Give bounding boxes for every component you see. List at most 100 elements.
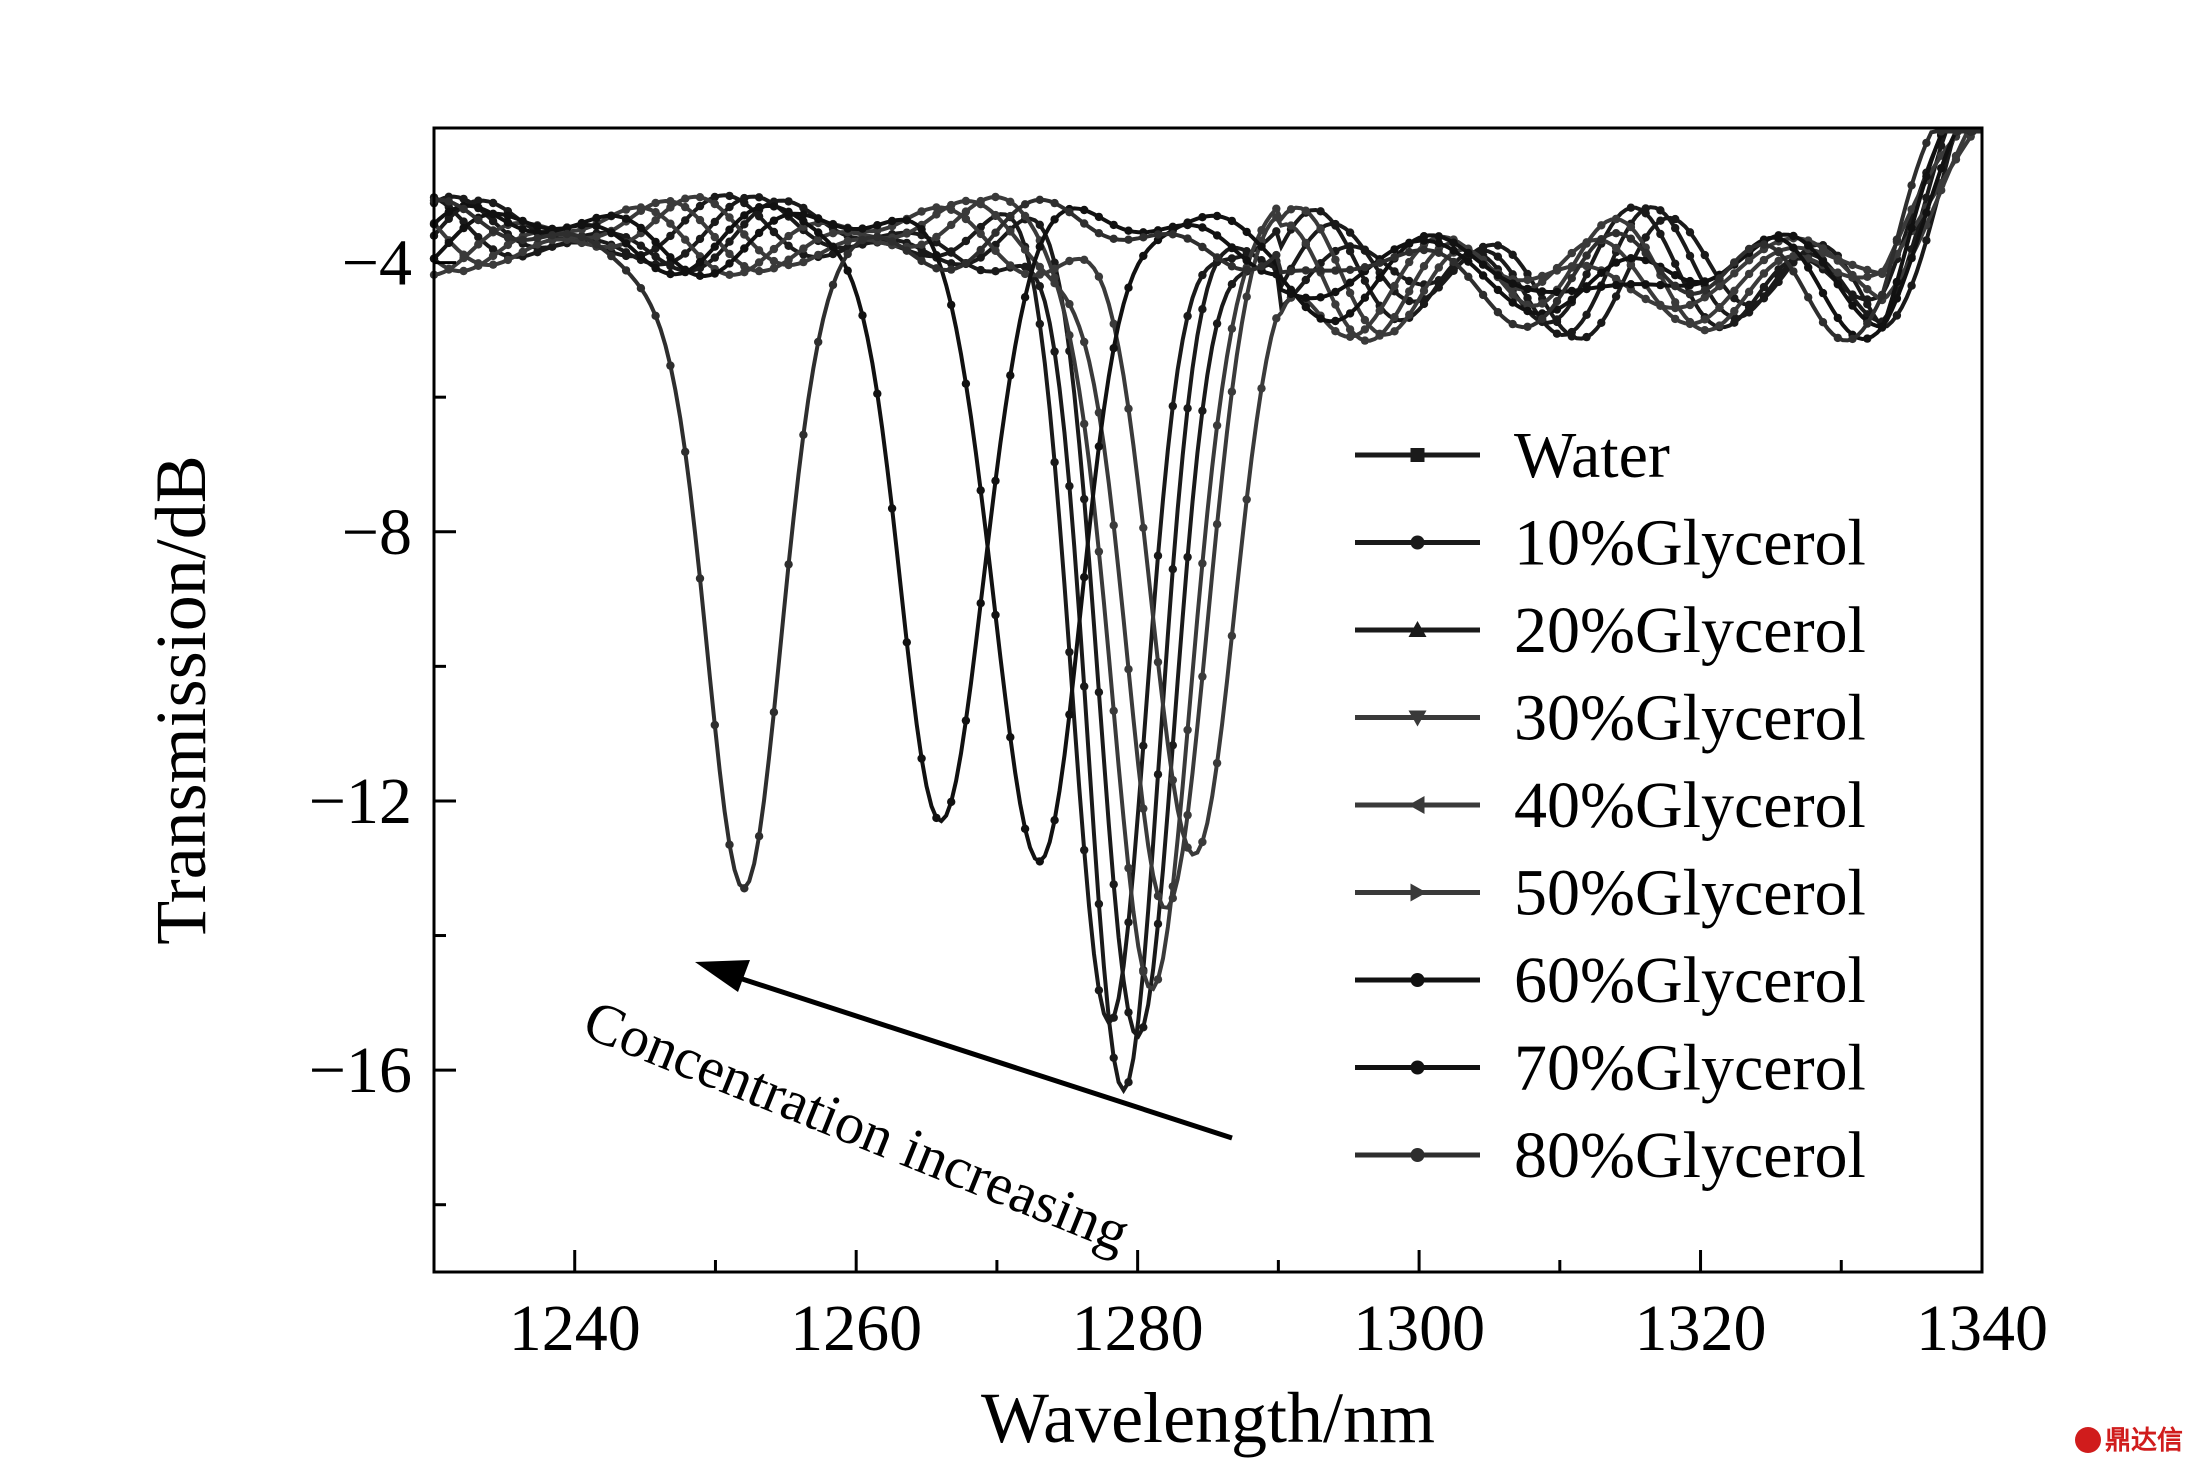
data-point	[1168, 775, 1178, 785]
data-point	[1523, 269, 1532, 279]
data-point	[1597, 235, 1606, 244]
data-point	[651, 237, 660, 247]
data-point	[784, 255, 793, 264]
data-point	[1316, 207, 1325, 216]
data-point	[1419, 262, 1429, 271]
data-point	[666, 203, 675, 212]
data-point	[1700, 315, 1710, 324]
data-point	[1700, 293, 1710, 302]
data-point	[902, 246, 911, 255]
data-point	[1951, 151, 1961, 161]
data-point	[1671, 223, 1680, 233]
data-point	[1818, 318, 1828, 327]
data-point	[976, 229, 985, 239]
x-tick-label: 1260	[790, 1292, 922, 1365]
data-point	[740, 262, 749, 271]
data-point	[1656, 206, 1665, 215]
data-point	[1360, 293, 1370, 302]
data-point	[1006, 371, 1015, 380]
data-point	[1833, 333, 1843, 343]
data-point	[873, 389, 882, 398]
data-point	[1567, 327, 1577, 337]
data-point	[533, 228, 542, 237]
data-point	[1730, 258, 1739, 267]
data-point	[754, 193, 764, 202]
data-point	[976, 253, 985, 262]
data-point	[1139, 233, 1148, 242]
data-point	[592, 222, 601, 231]
x-tick-label: 1240	[509, 1292, 641, 1365]
data-point	[474, 233, 483, 242]
data-point	[1212, 319, 1222, 328]
data-point	[474, 261, 483, 270]
legend-marker	[1410, 1148, 1425, 1162]
data-point	[887, 216, 897, 226]
data-point	[651, 263, 660, 273]
annotation: Concentration increasing	[575, 960, 1233, 1265]
data-point	[961, 214, 971, 224]
data-point	[1833, 268, 1843, 277]
data-point	[1168, 894, 1178, 903]
data-point	[1508, 290, 1517, 299]
data-point	[1863, 295, 1872, 304]
data-point	[1774, 265, 1783, 274]
data-point	[1937, 164, 1946, 173]
data-point	[1552, 266, 1562, 275]
data-point	[932, 232, 941, 242]
data-point	[1744, 269, 1754, 279]
data-point	[607, 251, 616, 261]
data-point	[1715, 321, 1724, 330]
data-point	[1892, 294, 1902, 303]
data-point	[1597, 268, 1606, 277]
data-point	[1774, 248, 1783, 257]
data-point	[1212, 758, 1222, 768]
data-point	[1375, 273, 1384, 282]
data-point	[1493, 271, 1503, 280]
data-point	[1035, 195, 1045, 204]
data-point	[1656, 266, 1665, 276]
data-point	[1892, 235, 1902, 244]
data-point	[1611, 274, 1621, 284]
data-point	[814, 214, 823, 224]
data-point	[1804, 254, 1813, 263]
data-point	[444, 214, 453, 223]
data-point	[459, 217, 468, 226]
data-point	[1124, 235, 1133, 244]
legend-item: 50%Glycerol	[1355, 857, 1866, 930]
data-point	[902, 229, 911, 238]
data-point	[1508, 298, 1517, 307]
data-point	[503, 233, 513, 242]
data-point	[1183, 843, 1192, 852]
data-point	[1124, 665, 1133, 674]
data-point	[488, 260, 498, 269]
data-point	[1109, 1053, 1118, 1063]
data-point	[947, 797, 956, 807]
data-point	[1080, 255, 1089, 264]
data-point	[961, 196, 971, 206]
data-point	[1715, 303, 1724, 312]
data-point	[1198, 837, 1207, 847]
data-point	[991, 267, 1000, 276]
data-point	[681, 235, 690, 244]
data-point	[1080, 845, 1089, 855]
data-point	[1715, 274, 1724, 283]
data-point	[1227, 216, 1237, 226]
data-point	[710, 199, 719, 209]
data-point	[1198, 305, 1207, 314]
data-point	[1242, 256, 1251, 265]
data-point	[592, 232, 601, 241]
data-point	[917, 207, 926, 216]
data-point	[873, 232, 882, 242]
data-point	[1744, 244, 1754, 254]
data-point	[1567, 274, 1577, 283]
data-point	[1020, 211, 1030, 221]
data-point	[1080, 205, 1089, 215]
data-point	[1685, 228, 1695, 237]
data-point	[1405, 257, 1414, 267]
data-point	[887, 504, 897, 513]
data-point	[1744, 256, 1754, 265]
data-point	[1848, 290, 1857, 299]
data-point	[740, 198, 749, 208]
data-point	[1153, 230, 1163, 239]
